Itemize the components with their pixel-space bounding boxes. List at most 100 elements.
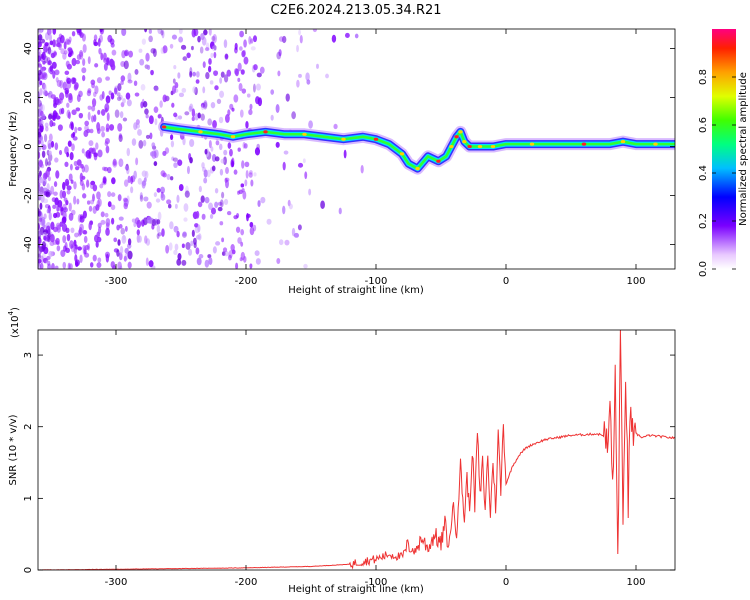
spectrogram-noise-blob (74, 259, 80, 267)
spectrogram-noise-blob (79, 214, 84, 220)
spectrogram-noise-blob (121, 50, 126, 59)
spectrogram-noise-blob (288, 203, 293, 210)
spectrogram-noise-blob (242, 49, 246, 57)
spectrogram-noise-blob (72, 77, 77, 84)
spectrogram-noise-blob (121, 234, 127, 244)
spectrogram-noise-blob (152, 48, 157, 58)
spectrogram-heatmap (38, 29, 675, 269)
spectrogram-noise-blob (240, 251, 246, 261)
snr-panel: -300 -200 -100 0 100 3 2 1 0 Height of straight… (7, 307, 676, 595)
spectrogram-noise-blob (74, 166, 80, 171)
chart-title: C2E6.2024.213.05.34.R21 (270, 3, 441, 18)
spectrogram-noise-blob (215, 241, 221, 246)
spectrogram-noise-blob (54, 69, 60, 76)
spectrogram-noise-blob (243, 56, 249, 65)
spectrogram-noise-blob (296, 44, 299, 53)
spectrogram-noise-blob (83, 164, 89, 173)
spectrogram-noise-blob (110, 192, 116, 197)
spectrogram-noise-blob (181, 243, 185, 249)
spectrogram-noise-blob (333, 123, 338, 130)
spectrogram-ridge-peak (230, 135, 236, 139)
snr-xtick-label: 0 (503, 577, 509, 588)
spectrogram-noise-blob (111, 49, 117, 56)
spectrogram-ridge-peak (581, 142, 587, 146)
spectrogram-noise-blob (233, 169, 238, 175)
spectrogram-noise-blob (224, 177, 228, 183)
spectrogram-noise-blob (44, 204, 50, 209)
spectrogram-noise-blob (223, 74, 229, 83)
spectrogram-noise-blob (60, 206, 64, 212)
spectrogram-noise-blob (240, 183, 245, 188)
spectrogram-noise-blob (43, 133, 48, 143)
snr-ylabel: SNR (10 * v/v) (8, 414, 19, 485)
spectrogram-noise-blob (165, 244, 170, 254)
spectrogram-noise-blob (161, 29, 165, 39)
spectrogram-noise-blob (47, 176, 51, 182)
spectrogram-noise-blob (213, 70, 219, 76)
spectrogram-noise-blob (42, 178, 47, 186)
spectrogram-noise-blob (38, 187, 41, 192)
spectrogram-noise-blob (250, 179, 254, 187)
spectrogram-noise-blob (140, 84, 146, 91)
spectrogram-noise-blob (151, 142, 156, 148)
spectrogram-noise-blob (237, 62, 242, 72)
spectrogram-noise-blob (93, 41, 99, 47)
spectrogram-ridge-peak (373, 137, 379, 141)
spectrogram-noise-blob (182, 231, 187, 237)
spectrogram-noise-blob (55, 170, 60, 179)
spectrogram-noise-blob (214, 188, 219, 194)
spectrogram-noise-blob (47, 60, 52, 66)
spectrogram-noise-blob (208, 58, 212, 65)
spectrogram-noise-blob (169, 43, 174, 49)
spectrogram-ridge-peak (198, 130, 203, 134)
spectrogram-noise-blob (172, 78, 176, 84)
spectrogram-noise-blob (199, 46, 204, 54)
spectrogram-noise-blob (74, 232, 79, 238)
spectrogram-noise-blob (43, 235, 47, 241)
spectrogram-noise-blob (241, 88, 247, 94)
spectrogram-noise-blob (203, 29, 208, 36)
spectrogram-ridge-peak (263, 130, 268, 134)
spectrogram-noise-blob (221, 191, 225, 199)
spectrogram-noise-blob (208, 140, 212, 149)
spectrogram-ylabel: Frequency (Hz) (8, 111, 19, 187)
spectrogram-noise-blob (95, 204, 100, 211)
spectrogram-noise-blob (82, 58, 86, 67)
spectrogram-noise-blob (68, 36, 72, 43)
snr-xtick-label: 100 (626, 577, 645, 588)
spectrogram-noise-blob (119, 246, 124, 255)
spectrogram-noise-blob (38, 223, 41, 231)
spectrogram-noise-blob (38, 192, 44, 197)
spectrogram-noise-blob (122, 98, 126, 104)
spectrogram-noise-blob (93, 34, 98, 42)
spectrogram-noise-blob (214, 156, 220, 162)
spectrogram-noise-blob (71, 57, 77, 67)
spectrogram-noise-blob (116, 249, 120, 257)
spectrogram-noise-blob (160, 193, 166, 201)
spectrogram-noise-blob (49, 64, 53, 72)
spectrogram-noise-blob (93, 114, 97, 122)
spectrogram-noise-blob (38, 29, 43, 34)
spectrogram-noise-blob (296, 79, 300, 88)
spectrogram-noise-blob (266, 218, 272, 225)
spectrogram-noise-blob (197, 35, 201, 43)
spectrogram-noise-blob (283, 150, 289, 155)
spectrogram-noise-blob (220, 71, 225, 78)
spectrogram-noise-blob (60, 48, 65, 55)
spectrogram-noise-blob (109, 124, 115, 131)
spectrogram-noise-blob (171, 85, 177, 94)
spectrogram-noise-blob (51, 61, 57, 69)
spectrogram-noise-blob (41, 82, 46, 90)
spectrogram-noise-blob (225, 114, 230, 123)
snr-ytick-label: 0 (23, 567, 34, 573)
spectrogram-noise-blob (135, 119, 140, 125)
spectrogram-noise-blob (52, 29, 57, 35)
spectrogram-noise-blob (112, 159, 118, 168)
spectrogram-noise-blob (59, 221, 63, 227)
spectrogram-noise-blob (88, 221, 92, 231)
spectrogram-noise-blob (67, 262, 71, 269)
spectrogram-noise-blob (277, 70, 281, 77)
spectrogram-noise-blob (144, 170, 149, 179)
spectrogram-noise-blob (221, 237, 225, 243)
spectrogram-noise-blob (150, 69, 154, 76)
